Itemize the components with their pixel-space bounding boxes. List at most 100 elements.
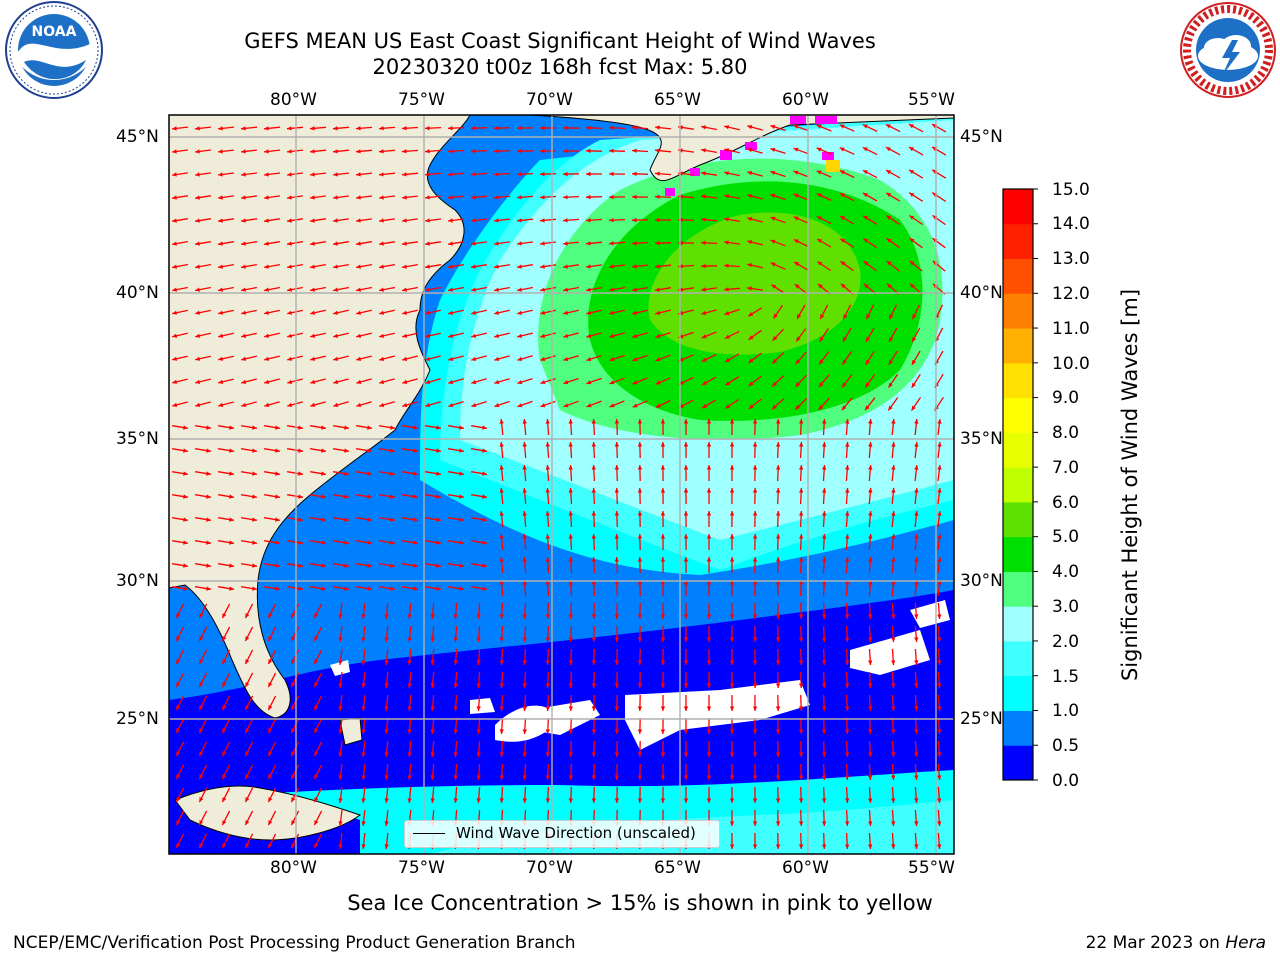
wave-direction-arrowhead bbox=[683, 752, 689, 757]
wave-direction-arrowhead bbox=[798, 660, 804, 665]
wave-direction-arrowhead bbox=[172, 126, 177, 131]
wave-direction-arrowhead bbox=[655, 171, 660, 176]
wave-direction-arrowhead bbox=[568, 798, 573, 803]
wave-direction-arrowhead bbox=[199, 843, 204, 849]
wave-direction-arrowhead bbox=[471, 172, 476, 177]
wave-direction-arrowhead bbox=[914, 844, 919, 849]
wave-direction-arrowhead bbox=[772, 336, 778, 341]
wave-direction-arrowhead bbox=[499, 442, 504, 447]
wave-direction-arrowhead bbox=[218, 264, 223, 269]
wave-direction-arrowhead bbox=[402, 356, 408, 361]
wave-direction-arrowhead bbox=[245, 659, 250, 665]
wave-direction-arrowhead bbox=[384, 660, 389, 665]
wave-direction-arrowhead bbox=[413, 448, 418, 453]
wave-direction-arrowhead bbox=[430, 614, 435, 619]
wave-direction-arrowhead bbox=[252, 586, 257, 591]
wave-direction-arrowhead bbox=[752, 465, 758, 470]
wave-direction-arrowhead bbox=[683, 706, 689, 711]
wave-direction-arrowhead bbox=[499, 752, 504, 757]
wave-direction-arrowhead bbox=[817, 283, 823, 289]
wave-direction-arrowhead bbox=[407, 775, 412, 780]
wave-direction-arrowhead bbox=[614, 465, 619, 470]
wave-direction-arrowhead bbox=[889, 337, 894, 342]
wave-direction-arrowhead bbox=[729, 419, 735, 424]
wave-direction-arrowhead bbox=[568, 775, 573, 780]
legend-line-icon bbox=[413, 833, 445, 834]
wave-direction-arrowhead bbox=[453, 729, 458, 734]
wave-direction-arrowhead bbox=[448, 356, 454, 361]
colorbar-tick: 10.0 bbox=[1052, 354, 1090, 374]
wave-direction-arrowhead bbox=[937, 534, 942, 539]
wave-direction-arrowhead bbox=[517, 172, 522, 177]
lon-tick-top: 60°W bbox=[782, 90, 829, 110]
wave-direction-arrowhead bbox=[517, 264, 522, 269]
wave-direction-arrowhead bbox=[291, 797, 296, 803]
wave-direction-arrowhead bbox=[321, 471, 326, 476]
wave-direction-arrowhead bbox=[338, 752, 343, 757]
run-date: 22 Mar 2023 on Hera bbox=[1086, 933, 1266, 953]
wave-direction-arrowhead bbox=[367, 448, 372, 453]
wave-direction-arrowhead bbox=[275, 448, 280, 453]
wave-direction-arrowhead bbox=[453, 775, 458, 780]
wave-direction-arrowhead bbox=[199, 636, 204, 642]
colorbar-tick: 4.0 bbox=[1052, 562, 1080, 582]
wave-direction-arrowhead bbox=[775, 844, 781, 849]
wave-direction-arrowhead bbox=[390, 494, 395, 499]
wave-direction-arrowhead bbox=[568, 534, 573, 539]
wave-direction-arrowhead bbox=[402, 218, 407, 223]
wave-direction-arrowhead bbox=[338, 637, 343, 642]
wave-direction-arrowhead bbox=[637, 683, 643, 688]
wave-direction-arrowhead bbox=[540, 403, 546, 408]
wave-direction-arrowhead bbox=[752, 775, 758, 780]
wave-direction-arrowhead bbox=[729, 706, 735, 711]
wave-direction-arrowhead bbox=[701, 148, 706, 153]
wave-direction-arrowhead bbox=[614, 706, 620, 711]
wave-direction-arrowhead bbox=[912, 314, 917, 320]
wave-direction-arrowhead bbox=[591, 534, 596, 539]
wave-direction-arrowhead bbox=[425, 195, 430, 200]
wave-direction-arrowhead bbox=[379, 310, 384, 315]
wave-direction-arrowhead bbox=[770, 239, 776, 244]
wave-direction-arrowhead bbox=[683, 729, 689, 734]
wave-direction-arrowhead bbox=[517, 125, 522, 131]
wave-direction-arrowhead bbox=[172, 149, 177, 154]
wave-direction-arrowhead bbox=[314, 843, 319, 849]
wave-direction-arrowhead bbox=[482, 471, 487, 476]
wave-direction-arrowhead bbox=[310, 356, 316, 361]
wave-direction-arrowhead bbox=[379, 379, 385, 384]
lat-tick-right: 35°N bbox=[960, 429, 1003, 449]
wave-direction-arrowhead bbox=[287, 402, 293, 407]
chart-title: GEFS MEAN US East Coast Significant Heig… bbox=[244, 29, 876, 53]
wave-direction-arrowhead bbox=[655, 357, 661, 362]
wave-direction-arrowhead bbox=[563, 195, 568, 200]
wave-direction-arrowhead bbox=[609, 125, 614, 130]
wave-direction-arrowhead bbox=[407, 752, 412, 757]
wave-direction-arrowhead bbox=[338, 821, 343, 826]
wave-direction-arrowhead bbox=[729, 683, 735, 688]
wave-direction-arrowhead bbox=[310, 287, 315, 292]
wave-direction-arrowhead bbox=[725, 404, 731, 409]
wave-direction-arrowhead bbox=[275, 586, 280, 591]
colorbar-frame bbox=[1002, 188, 1034, 781]
wave-direction-arrowhead bbox=[390, 425, 395, 430]
wave-direction-arrowhead bbox=[314, 659, 319, 665]
wave-direction-arrowhead bbox=[245, 705, 250, 711]
wave-direction-arrowhead bbox=[459, 517, 464, 522]
wave-direction-arrowhead bbox=[195, 126, 200, 131]
wave-direction-arrowhead bbox=[453, 637, 458, 642]
wave-direction-arrowhead bbox=[637, 775, 643, 780]
wave-direction-arrowhead bbox=[937, 821, 942, 826]
wave-direction-arrowhead bbox=[568, 580, 573, 585]
wave-direction-arrowhead bbox=[888, 405, 893, 411]
wave-direction-arrowhead bbox=[845, 534, 850, 539]
wave-direction-arrowhead bbox=[453, 752, 458, 757]
wave-direction-arrowhead bbox=[748, 358, 754, 363]
wave-direction-arrowhead bbox=[229, 517, 234, 522]
wave-direction-arrowhead bbox=[775, 821, 781, 826]
wave-direction-arrowhead bbox=[494, 149, 499, 154]
wave-direction-arrowhead bbox=[914, 775, 919, 780]
colorbar-swatch bbox=[1003, 536, 1033, 572]
wave-direction-arrowhead bbox=[494, 333, 500, 338]
wave-direction-arrowhead bbox=[775, 729, 781, 734]
wave-direction-arrowhead bbox=[729, 844, 735, 849]
